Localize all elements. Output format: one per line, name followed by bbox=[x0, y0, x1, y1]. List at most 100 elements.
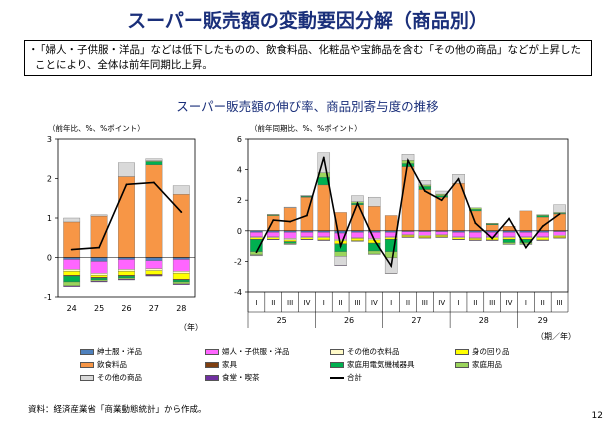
bar-womens bbox=[283, 232, 297, 239]
legend-label: 家庭用電気機械器具 bbox=[347, 360, 415, 369]
total-point bbox=[474, 222, 477, 225]
bar-personal bbox=[283, 239, 297, 242]
bar-personal bbox=[435, 235, 448, 238]
right-chart-ylabel: （前年同期比、%、%ポイント） bbox=[250, 124, 362, 133]
bar-eating bbox=[145, 275, 163, 277]
legend-label: 家具 bbox=[222, 360, 237, 369]
bar-other_clothing bbox=[90, 273, 108, 276]
legend-label: その他の衣料品 bbox=[347, 347, 400, 356]
page-title: スーパー販売額の変動要因分解（商品別） bbox=[127, 10, 488, 32]
legend-swatch bbox=[455, 349, 469, 355]
bar-food bbox=[384, 215, 398, 231]
bar-other bbox=[418, 180, 432, 186]
bar-personal bbox=[317, 237, 331, 241]
bar-appliances bbox=[90, 277, 108, 281]
bar-personal bbox=[300, 237, 314, 240]
legend-swatch bbox=[80, 362, 94, 368]
legend-swatch bbox=[205, 349, 219, 355]
bar-food bbox=[145, 164, 163, 258]
bar-eating bbox=[90, 281, 108, 283]
y-tick-label: 1 bbox=[47, 214, 52, 223]
bar-eating bbox=[63, 285, 81, 287]
x-tick-label: 28 bbox=[176, 304, 186, 313]
total-point bbox=[423, 190, 426, 192]
legend-swatch bbox=[205, 375, 219, 381]
bar-personal bbox=[351, 238, 364, 241]
year-label: 29 bbox=[538, 316, 548, 325]
bar-womens bbox=[435, 231, 448, 235]
legend-swatch bbox=[330, 349, 344, 355]
y-tick-label: 0 bbox=[237, 227, 242, 236]
bar-other_clothing bbox=[118, 269, 135, 272]
legend-item-food: 飲食料品 bbox=[80, 360, 127, 370]
bar-appliances bbox=[418, 186, 432, 190]
legend-label: 家庭用品 bbox=[472, 360, 502, 369]
bar-appliances bbox=[145, 161, 163, 165]
legend-item-furniture: 家具 bbox=[205, 360, 237, 370]
bar-other bbox=[283, 206, 297, 209]
legend-item-household: 家庭用品 bbox=[455, 360, 502, 370]
year-label: 25 bbox=[277, 316, 287, 325]
bar-womens bbox=[519, 232, 533, 238]
bar-other_clothing bbox=[334, 239, 347, 241]
legend-label: 身の回り品 bbox=[472, 347, 510, 356]
bar-mens bbox=[334, 230, 347, 234]
total-point bbox=[407, 159, 409, 162]
bar-appliances bbox=[118, 275, 135, 279]
legend-item-other_clothing: その他の衣料品 bbox=[330, 347, 400, 357]
x-tick-label: IV bbox=[438, 299, 445, 307]
x-axis-label: （年） bbox=[179, 322, 203, 332]
legend-item-appliances: 家庭用電気機械器具 bbox=[330, 360, 415, 370]
legend-label: 飲食料品 bbox=[97, 360, 127, 369]
bar-womens bbox=[145, 260, 163, 269]
bar-household bbox=[469, 207, 482, 210]
bar-personal bbox=[418, 236, 432, 238]
legend-item-personal: 身の回り品 bbox=[455, 347, 510, 357]
bar-household bbox=[485, 222, 499, 225]
bar-personal bbox=[63, 271, 81, 276]
legend-label: 婦人・子供服・洋品 bbox=[222, 347, 290, 356]
bar-household bbox=[118, 277, 135, 280]
x-tick-label: 24 bbox=[67, 304, 77, 313]
bar-eating bbox=[172, 283, 190, 285]
bar-mens bbox=[145, 257, 163, 261]
bar-food bbox=[485, 224, 499, 231]
bar-womens bbox=[452, 232, 465, 238]
legend-label: 紳士服・洋品 bbox=[97, 347, 142, 356]
bar-other bbox=[63, 217, 81, 223]
total-point bbox=[153, 181, 155, 184]
bar-household bbox=[384, 251, 398, 259]
bar-personal bbox=[90, 275, 108, 278]
legend-item-mens: 紳士服・洋品 bbox=[80, 347, 142, 357]
legend-swatch bbox=[330, 377, 344, 379]
bar-womens bbox=[90, 261, 108, 274]
total-point bbox=[272, 219, 275, 221]
total-point bbox=[306, 214, 308, 217]
total-point bbox=[558, 213, 561, 215]
bar-personal bbox=[250, 237, 263, 240]
legend-label: その他の商品 bbox=[97, 373, 142, 382]
total-point bbox=[255, 251, 258, 254]
total-point bbox=[524, 246, 527, 249]
x-tick-label: III bbox=[287, 299, 293, 307]
summary-bullet: ・ bbox=[28, 44, 39, 56]
bar-food bbox=[90, 215, 108, 258]
x-tick-label: IV bbox=[371, 299, 378, 307]
bar-womens bbox=[469, 232, 482, 238]
bar-other bbox=[172, 185, 190, 195]
bar-food bbox=[435, 196, 448, 231]
bar-womens bbox=[118, 259, 135, 270]
total-point bbox=[508, 217, 510, 220]
plot-frame bbox=[247, 138, 569, 293]
x-tick-label: I bbox=[323, 299, 325, 307]
bar-personal bbox=[401, 235, 415, 238]
total-point bbox=[390, 265, 393, 267]
bar-eating bbox=[118, 279, 135, 281]
bar-other bbox=[351, 195, 364, 202]
bar-appliances bbox=[283, 241, 297, 244]
bar-womens bbox=[553, 231, 566, 236]
bar-other bbox=[334, 256, 347, 266]
bar-personal bbox=[172, 273, 190, 280]
y-tick-label: 3 bbox=[47, 135, 52, 144]
